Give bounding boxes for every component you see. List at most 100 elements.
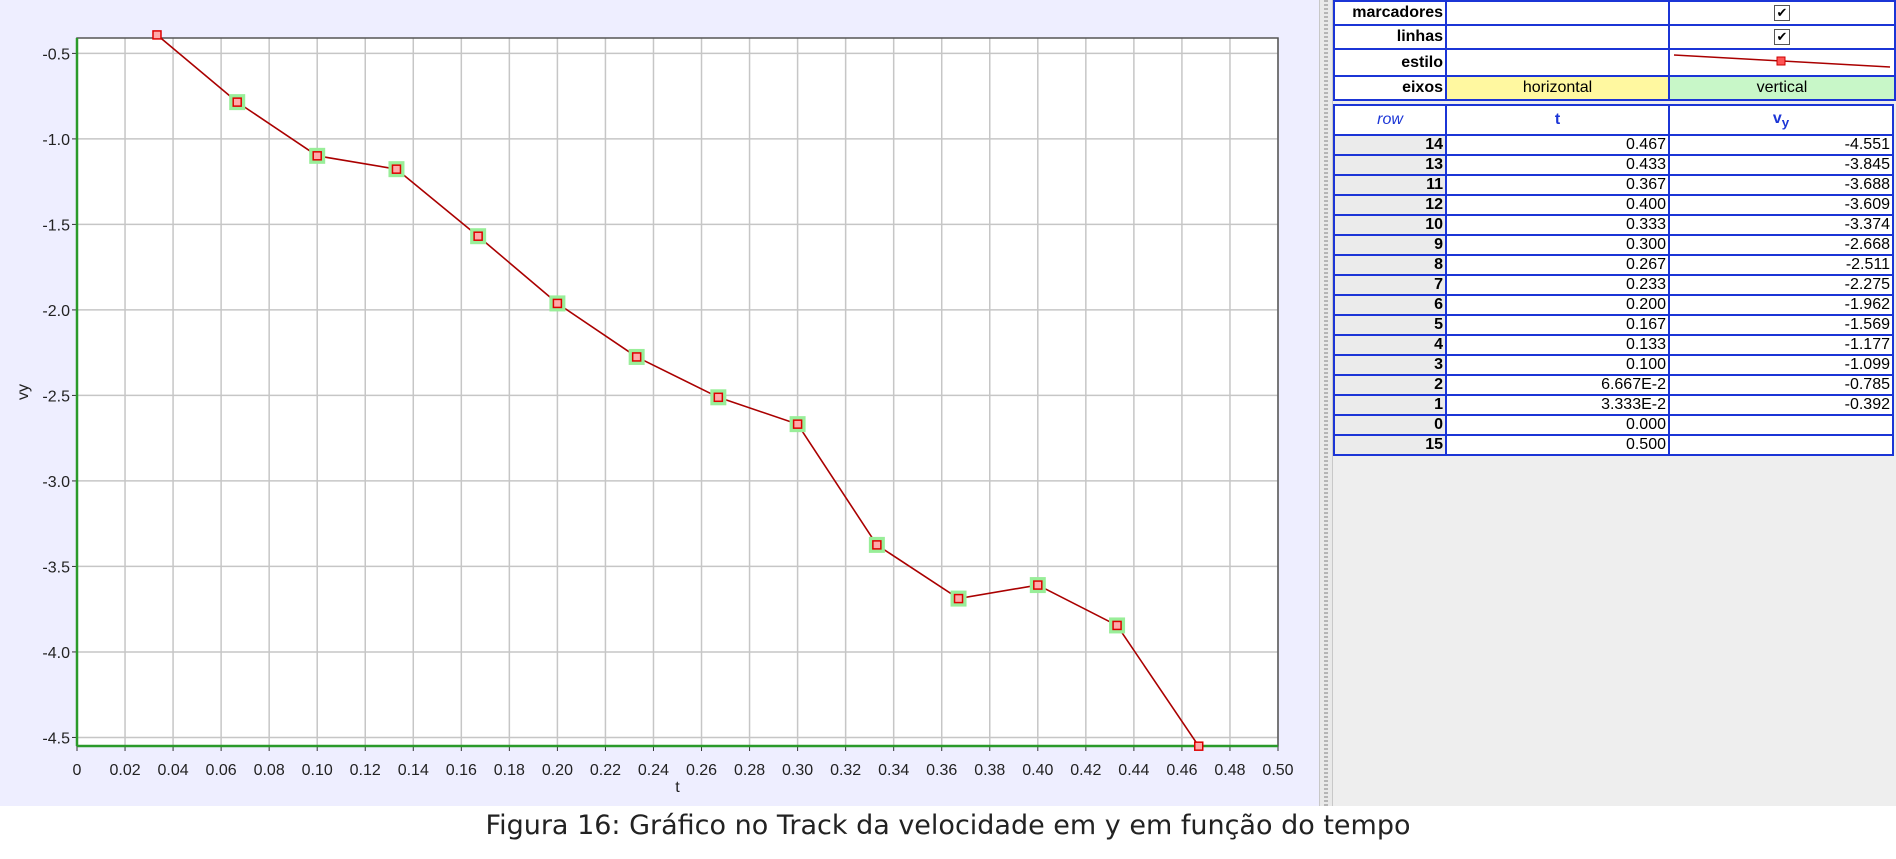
table-row[interactable]: 3 0.100 -1.099: [1333, 354, 1894, 376]
t-value-cell[interactable]: 3.333E-2: [1445, 394, 1670, 416]
table-row[interactable]: 1 3.333E-2 -0.392: [1333, 394, 1894, 416]
markers-checkbox-cell[interactable]: ✔: [1668, 0, 1896, 26]
split-pane-divider[interactable]: [1319, 0, 1333, 806]
table-row[interactable]: 13 0.433 -3.845: [1333, 154, 1894, 176]
table-row[interactable]: 11 0.367 -3.688: [1333, 174, 1894, 196]
row-number-cell[interactable]: 7: [1333, 274, 1447, 296]
t-value-cell[interactable]: 0.100: [1445, 354, 1670, 376]
vy-value-cell[interactable]: -4.551: [1668, 134, 1894, 156]
vy-vs-t-chart[interactable]: 0 0.02 0.04 0.06 0.08 0.10 0.12 0.14 0.16 0.18 0.2…: [0, 0, 1319, 806]
t-value-cell[interactable]: 0.233: [1445, 274, 1670, 296]
t-value-cell[interactable]: 0.300: [1445, 234, 1670, 256]
row-number-cell[interactable]: 9: [1333, 234, 1447, 256]
t-value-cell[interactable]: 0.400: [1445, 194, 1670, 216]
vy-value-cell[interactable]: -2.668: [1668, 234, 1894, 256]
row-number-cell[interactable]: 8: [1333, 254, 1447, 276]
x-tick-label: 0.06: [206, 762, 237, 779]
plot-panel[interactable]: 0 0.02 0.04 0.06 0.08 0.10 0.12 0.14 0.16 0.18 0.2…: [0, 0, 1319, 806]
lines-checkbox[interactable]: ✔: [1774, 28, 1790, 45]
table-row[interactable]: 8 0.267 -2.511: [1333, 254, 1894, 276]
x-axis-label: t: [675, 779, 680, 796]
t-value-cell[interactable]: 0.133: [1445, 334, 1670, 356]
empty-cell: [1445, 48, 1670, 77]
row-number-cell[interactable]: 4: [1333, 334, 1447, 356]
vy-value-cell[interactable]: -1.099: [1668, 354, 1894, 376]
vertical-axis-cell[interactable]: vertical: [1668, 75, 1896, 101]
table-row[interactable]: 5 0.167 -1.569: [1333, 314, 1894, 336]
markers-checkbox[interactable]: ✔: [1774, 4, 1790, 21]
vy-column-header[interactable]: vy: [1668, 104, 1894, 136]
table-row[interactable]: 12 0.400 -3.609: [1333, 194, 1894, 216]
axes-label: eixos: [1333, 75, 1447, 101]
vy-value-cell[interactable]: -2.511: [1668, 254, 1894, 276]
x-tick-label: 0.12: [350, 762, 381, 779]
line-style-preview-icon[interactable]: [1672, 50, 1892, 70]
row-number-cell[interactable]: 6: [1333, 294, 1447, 316]
t-value-cell[interactable]: 0.467: [1445, 134, 1670, 156]
t-value-cell[interactable]: 0.433: [1445, 154, 1670, 176]
vy-value-cell[interactable]: [1668, 414, 1894, 436]
vy-value-cell[interactable]: [1668, 434, 1894, 456]
table-row[interactable]: 7 0.233 -2.275: [1333, 274, 1894, 296]
x-tick-label: 0: [73, 762, 82, 779]
x-tick-label: 0.22: [590, 762, 621, 779]
row-number-cell[interactable]: 1: [1333, 394, 1447, 416]
x-tick-label: 0.18: [494, 762, 525, 779]
data-point: [872, 540, 882, 550]
vy-value-cell[interactable]: -1.569: [1668, 314, 1894, 336]
row-number-cell[interactable]: 5: [1333, 314, 1447, 336]
row-number-cell[interactable]: 14: [1333, 134, 1447, 156]
x-tick-label: 0.02: [109, 762, 140, 779]
vy-value-cell[interactable]: -2.275: [1668, 274, 1894, 296]
row-number-cell[interactable]: 15: [1333, 434, 1447, 456]
t-value-cell[interactable]: 0.367: [1445, 174, 1670, 196]
table-row[interactable]: 10 0.333 -3.374: [1333, 214, 1894, 236]
table-row[interactable]: 6 0.200 -1.962: [1333, 294, 1894, 316]
vy-value-cell[interactable]: -3.609: [1668, 194, 1894, 216]
data-point: [152, 30, 162, 40]
table-row[interactable]: 9 0.300 -2.668: [1333, 234, 1894, 256]
t-value-cell[interactable]: 0.200: [1445, 294, 1670, 316]
data-point: [631, 352, 642, 362]
vy-value-cell[interactable]: -3.845: [1668, 154, 1894, 176]
t-column-header[interactable]: t: [1445, 104, 1670, 136]
vy-value-cell[interactable]: -1.177: [1668, 334, 1894, 356]
vy-value-cell[interactable]: -0.392: [1668, 394, 1894, 416]
t-value-cell[interactable]: 0.267: [1445, 254, 1670, 276]
row-number-cell[interactable]: 0: [1333, 414, 1447, 436]
vy-value-cell[interactable]: -0.785: [1668, 374, 1894, 396]
x-tick-label: 0.30: [782, 762, 813, 779]
y-tick-label: -4.0: [42, 645, 70, 662]
t-value-cell[interactable]: 6.667E-2: [1445, 374, 1670, 396]
t-value-cell[interactable]: 0.333: [1445, 214, 1670, 236]
lines-checkbox-cell[interactable]: ✔: [1668, 24, 1896, 50]
table-row[interactable]: 0 0.000: [1333, 414, 1894, 436]
row-number-cell[interactable]: 3: [1333, 354, 1447, 376]
row-column-header[interactable]: row: [1333, 104, 1447, 136]
row-number-cell[interactable]: 12: [1333, 194, 1447, 216]
table-row[interactable]: 4 0.133 -1.177: [1333, 334, 1894, 356]
divider-grip[interactable]: [1324, 0, 1328, 806]
y-axis-label: vy: [15, 384, 32, 400]
data-point: [953, 593, 964, 604]
row-number-cell[interactable]: 2: [1333, 374, 1447, 396]
data-point: [473, 231, 483, 241]
vy-value-cell[interactable]: -3.688: [1668, 174, 1894, 196]
style-preview-cell[interactable]: [1668, 48, 1896, 77]
data-point: [552, 298, 563, 309]
row-number-cell[interactable]: 13: [1333, 154, 1447, 176]
x-tick-label: 0.14: [398, 762, 429, 779]
empty-cell: [1445, 24, 1670, 50]
row-number-cell[interactable]: 10: [1333, 214, 1447, 236]
vy-value-cell[interactable]: -1.962: [1668, 294, 1894, 316]
style-label: estilo: [1333, 48, 1447, 77]
t-value-cell[interactable]: 0.500: [1445, 434, 1670, 456]
t-value-cell[interactable]: 0.000: [1445, 414, 1670, 436]
row-number-cell[interactable]: 11: [1333, 174, 1447, 196]
t-value-cell[interactable]: 0.167: [1445, 314, 1670, 336]
vy-value-cell[interactable]: -3.374: [1668, 214, 1894, 236]
table-row[interactable]: 14 0.467 -4.551: [1333, 134, 1894, 156]
horizontal-axis-cell[interactable]: horizontal: [1445, 75, 1670, 101]
table-row[interactable]: 2 6.667E-2 -0.785: [1333, 374, 1894, 396]
table-row[interactable]: 15 0.500: [1333, 434, 1894, 456]
